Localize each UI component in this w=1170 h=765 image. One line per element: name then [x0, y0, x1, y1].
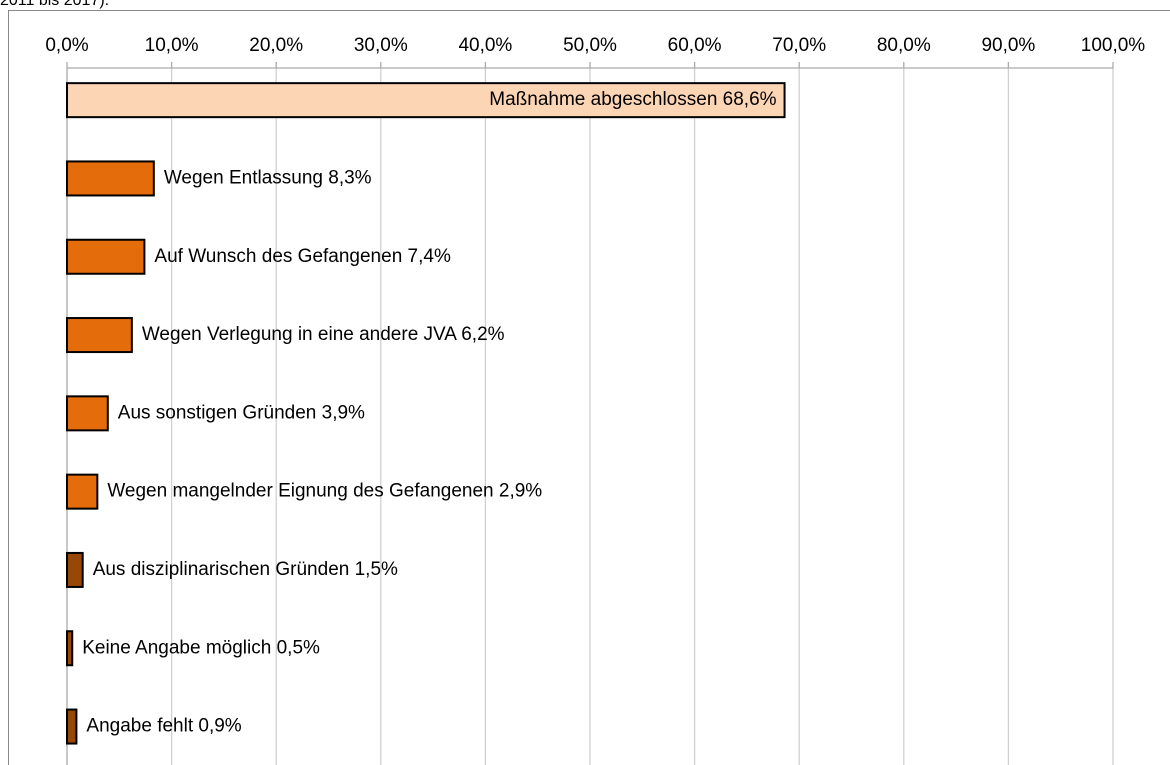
bar — [66, 473, 99, 510]
x-tick-label: 30,0% — [354, 35, 408, 56]
category-label: Keine Angabe möglich — [82, 637, 271, 658]
bar — [66, 551, 84, 588]
bar — [66, 708, 78, 745]
value-label: 1,5% — [355, 559, 398, 580]
bar — [66, 160, 155, 197]
value-label: 68,6% — [723, 89, 777, 110]
data-label: Wegen mangelnder Eignung des Gefangenen … — [107, 481, 542, 502]
value-label: 7,4% — [408, 246, 451, 267]
caption: 2011 bis 2017). — [0, 0, 109, 9]
x-tick-label: 60,0% — [668, 35, 722, 56]
value-label: 8,3% — [328, 167, 371, 188]
x-tick-label: 20,0% — [249, 35, 303, 56]
category-label: Angabe fehlt — [86, 716, 193, 737]
category-label: Wegen mangelnder Eignung des Gefangenen — [107, 481, 493, 502]
data-label: Aus sonstigen Gründen 3,9% — [118, 402, 365, 423]
x-tick-label: 10,0% — [145, 35, 199, 56]
x-tick-label: 100,0% — [1081, 35, 1146, 56]
x-tick-label: 50,0% — [563, 35, 617, 56]
value-label: 3,9% — [322, 402, 365, 423]
data-label: Auf Wunsch des Gefangenen 7,4% — [154, 246, 451, 267]
x-tick-label: 70,0% — [772, 35, 826, 56]
data-label: Maßnahme abgeschlossen 68,6% — [489, 89, 776, 110]
category-label: Wegen Verlegung in eine andere JVA — [142, 324, 457, 345]
x-tick-label: 80,0% — [877, 35, 931, 56]
x-tick-label: 90,0% — [981, 35, 1035, 56]
data-label: Keine Angabe möglich 0,5% — [82, 637, 320, 658]
bar — [66, 317, 133, 354]
data-label: Wegen Entlassung 8,3% — [164, 167, 372, 188]
value-label: 0,9% — [198, 716, 241, 737]
value-label: 0,5% — [277, 637, 320, 658]
chart-frame — [8, 10, 1170, 765]
category-label: Auf Wunsch des Gefangenen — [154, 246, 402, 267]
category-label: Maßnahme abgeschlossen — [489, 89, 717, 110]
bar — [66, 395, 109, 432]
bar — [66, 82, 786, 119]
data-label: Angabe fehlt 0,9% — [86, 716, 241, 737]
data-label: Wegen Verlegung in eine andere JVA 6,2% — [142, 324, 505, 345]
category-label: Wegen Entlassung — [164, 167, 323, 188]
data-label: Aus disziplinarischen Gründen 1,5% — [93, 559, 398, 580]
x-tick-label: 40,0% — [458, 35, 512, 56]
x-tick-label: 0,0% — [45, 35, 88, 56]
value-label: 2,9% — [499, 481, 542, 502]
bar — [66, 238, 146, 275]
category-label: Aus sonstigen Gründen — [118, 402, 317, 423]
value-label: 6,2% — [461, 324, 504, 345]
category-label: Aus disziplinarischen Gründen — [93, 559, 350, 580]
bar — [66, 630, 74, 667]
